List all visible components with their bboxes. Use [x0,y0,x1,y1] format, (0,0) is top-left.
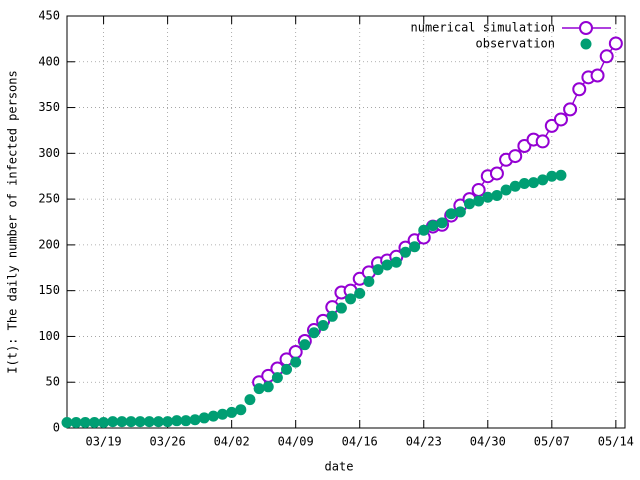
obs-point [152,416,164,428]
obs-point [271,372,283,384]
obs-point [345,293,357,305]
obs-point [473,195,485,207]
obs-point [436,217,448,229]
obs-point [528,177,540,189]
obs-point [454,206,466,218]
x-axis-label: date [325,460,354,474]
obs-point [116,416,128,428]
obs-point [281,363,293,375]
sim-point [508,149,523,164]
sim-point [471,182,486,197]
y-tick-label: 250 [38,192,60,206]
x-tick-label: 05/07 [534,435,570,449]
obs-point [445,208,457,220]
sim-point [489,166,504,181]
x-tick-label: 04/02 [214,435,250,449]
sim-point [599,49,614,64]
x-tick-label: 03/19 [86,435,122,449]
obs-point [290,356,302,368]
sim-point [288,345,303,360]
sim-point [572,82,587,97]
obs-point [98,417,110,429]
plot-frame [66,15,626,429]
legend-marker [579,21,593,35]
y-tick-label: 350 [38,100,60,114]
obs-point [88,417,100,429]
obs-point [390,256,402,268]
obs-point [409,241,421,253]
obs-point [253,383,265,395]
obs-point [546,170,558,182]
obs-point [500,184,512,196]
x-tick-label: 03/26 [150,435,186,449]
obs-point [262,381,274,393]
obs-point [299,339,311,351]
obs-point [399,246,411,258]
sim-point [544,118,559,133]
obs-point [537,174,549,186]
obs-point [463,198,475,210]
obs-point [308,327,320,339]
y-tick-label: 200 [38,237,60,251]
sim-point [563,102,578,117]
y-tick-label: 400 [38,54,60,68]
obs-point [61,417,73,429]
obs-point [518,178,530,190]
obs-point [335,302,347,314]
obs-point [317,319,329,331]
x-tick-label: 04/30 [470,435,506,449]
obs-point [509,180,521,192]
obs-point [226,406,238,418]
obs-point [555,169,567,181]
obs-point [491,189,503,201]
obs-point [326,310,338,322]
y-tick-label: 150 [38,283,60,297]
obs-point [354,287,366,299]
obs-point [482,191,494,203]
obs-point [244,394,256,406]
sim-point [517,139,532,154]
x-tick-label: 04/16 [342,435,378,449]
obs-point [70,417,82,429]
obs-point [363,276,375,288]
legend-marker [580,38,592,50]
x-tick-label: 05/14 [598,435,634,449]
obs-point [207,410,219,422]
obs-point [180,415,192,427]
obs-point [171,415,183,427]
obs-point [235,404,247,416]
legend-label: numerical simulation [411,21,556,35]
x-tick-label: 04/09 [278,435,314,449]
obs-point [162,416,174,428]
obs-point [372,264,384,276]
sim-point [608,36,623,51]
obs-point [189,414,201,426]
obs-point [79,417,91,429]
y-tick-label: 0 [53,421,60,435]
y-tick-label: 100 [38,329,60,343]
sim-point [553,112,568,127]
obs-point [381,259,393,271]
obs-point [427,220,439,232]
obs-point [217,408,229,420]
y-tick-label: 50 [46,375,60,389]
y-tick-label: 450 [38,9,60,23]
obs-point [134,416,146,428]
sim-point [535,134,550,149]
y-tick-label: 300 [38,146,60,160]
legend-label: observation [476,37,555,51]
y-axis-label: I(t): The daily number of infected perso… [6,70,20,373]
obs-point [107,416,119,428]
x-tick-label: 04/23 [406,435,442,449]
sim-point [590,68,605,83]
obs-point [198,412,210,424]
obs-point [143,416,155,428]
obs-point [125,416,137,428]
obs-point [418,224,430,236]
